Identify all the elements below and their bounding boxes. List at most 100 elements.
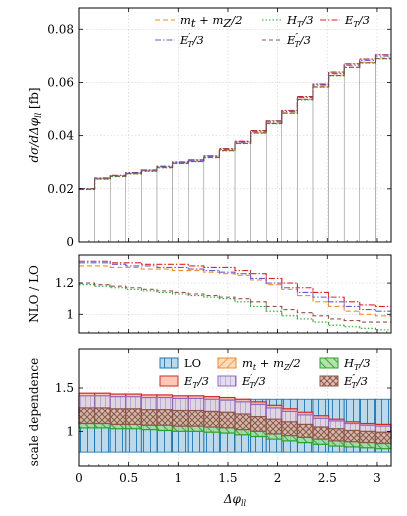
band-bin — [359, 430, 377, 444]
legend-entry-mt-mz-band: mt + mZ/2 — [217, 356, 301, 372]
legend-entry-etpp-band: E″ T/3 — [319, 373, 368, 390]
y-tick-label: 1.5 — [55, 381, 74, 395]
svg-text:mt + mZ/2: mt + mZ/2 — [180, 13, 243, 30]
band-bin — [203, 410, 221, 428]
histogram-bar — [234, 141, 251, 243]
histogram-bar — [141, 169, 158, 243]
bands-scale — [78, 392, 392, 453]
legend-entry-et-band: ET/3 — [159, 374, 209, 390]
histogram-bar — [203, 155, 220, 243]
y-tick-label: 1.2 — [55, 276, 74, 290]
y-axis-label-ratio: NLO / LO — [27, 265, 41, 323]
x-tick-label: 1 — [174, 471, 182, 485]
svg-text:E′T/3: E′ T/3 — [179, 32, 204, 49]
x-tick-label: 2.5 — [318, 471, 337, 485]
x-tick-label: 0.5 — [119, 471, 138, 485]
legend-entry-ht-band: HT/3 — [319, 356, 371, 372]
band-bin — [218, 411, 236, 429]
band-bin — [234, 413, 252, 431]
y-ticks-ratio: 11.2 — [55, 276, 391, 321]
band-bin — [265, 418, 283, 435]
y-tick-label: 1 — [66, 424, 74, 438]
y-tick-label: 0.02 — [47, 182, 74, 196]
svg-text:HT/3: HT/3 — [343, 356, 371, 372]
histogram-bar — [328, 71, 345, 243]
legend-entry-etp: E′ T/3 — [155, 32, 204, 49]
svg-text:ET/3: ET/3 — [183, 374, 209, 390]
band-bin — [109, 408, 127, 425]
histogram-bar — [343, 63, 360, 243]
band-bin — [78, 407, 96, 425]
panel-scale-dependence: 11.5 0 0.5 1 1.5 2 2.5 3 LO mt + mZ/2 HT/3 ET/… — [27, 348, 392, 508]
histogram-bar — [109, 175, 126, 243]
x-tick-label: 3 — [373, 471, 381, 485]
histogram-bar — [281, 110, 298, 243]
x-ticks-scale: 0 0.5 1 1.5 2 2.5 3 — [75, 349, 388, 485]
x-ticks-xsec — [78, 8, 388, 242]
histogram-bar — [297, 96, 314, 243]
svg-text:HT/3: HT/3 — [286, 13, 314, 29]
histogram-bar — [219, 148, 236, 243]
band-bin — [125, 408, 142, 425]
legend-entry-mt-mz: mt + mZ/2 — [155, 13, 243, 30]
legend-entry-etpp: E″ T/3 — [262, 32, 311, 49]
panel-k-factor: 11.2 NLO / LO — [27, 254, 392, 334]
band-5 — [78, 407, 392, 445]
series-ratio — [79, 260, 391, 331]
histogram-bar — [359, 58, 376, 243]
legend-entry-etp-band: E′ T/3 — [217, 373, 266, 390]
legend-entry-et: ET/3 — [320, 13, 370, 29]
histogram-bar — [312, 83, 329, 243]
histogram-bar — [172, 161, 189, 243]
legend-scale: LO mt + mZ/2 HT/3 ET/3 E′ T/3 E″ T/3 — [159, 356, 371, 390]
histogram-bar — [78, 188, 95, 243]
panel-cross-section: 0 0.02 0.04 0.06 0.08 mt + mZ/2 HT/3 ET/3 E′… — [27, 7, 392, 249]
legend-entry-lo: LO — [159, 356, 201, 370]
svg-text:ET/3: ET/3 — [344, 13, 370, 29]
svg-text:E″T/3: E″ T/3 — [286, 32, 311, 49]
frame-xsec — [78, 7, 392, 243]
band-bin — [281, 421, 298, 437]
histogram-bar — [188, 159, 205, 243]
x-axis-label: Δφll — [223, 492, 247, 508]
band-bin — [312, 426, 330, 440]
legend-entry-ht: HT/3 — [262, 13, 314, 29]
svg-text:E″T/3: E″ T/3 — [343, 373, 368, 390]
svg-text:E′T/3: E′ T/3 — [241, 373, 266, 390]
band-bin — [93, 407, 111, 425]
y-axis-label-scale: scale dependence — [27, 358, 41, 466]
band-bin — [171, 409, 189, 427]
grid-ratio — [78, 255, 391, 333]
x-tick-label: 2 — [274, 471, 282, 485]
band-bin — [327, 428, 345, 442]
band-bin — [374, 431, 392, 445]
legend-xsec: mt + mZ/2 HT/3 ET/3 E′ T/3 E″ T/3 — [155, 13, 370, 49]
histogram-bar — [266, 120, 282, 243]
series-xsec — [78, 54, 392, 243]
x-tick-label: 1.5 — [218, 471, 237, 485]
frame-scale — [78, 348, 392, 467]
histogram-bar — [250, 130, 267, 243]
histogram-bar — [375, 54, 392, 243]
y-tick-label: 0 — [66, 235, 74, 249]
y-tick-label: 0.08 — [47, 22, 74, 36]
svg-text:mt + mZ/2: mt + mZ/2 — [242, 356, 301, 372]
band-bin — [140, 409, 158, 426]
x-tick-label: 0 — [75, 471, 83, 485]
y-tick-label: 1 — [66, 307, 74, 321]
legend-label-lo: LO — [184, 356, 201, 370]
band-bin — [156, 409, 174, 426]
band-bin — [187, 409, 205, 427]
histogram-bar — [125, 172, 142, 243]
y-ticks-scale: 11.5 — [55, 381, 391, 438]
y-axis-label-xsec: dσ/dΔφll [fb] — [27, 87, 43, 162]
histogram-bar — [156, 166, 173, 243]
band-bin — [250, 416, 267, 432]
y-tick-label: 0.04 — [47, 129, 74, 143]
band-bin — [296, 423, 314, 438]
y-tick-label: 0.06 — [47, 75, 74, 89]
x-ticks-ratio — [78, 255, 388, 333]
y-ticks-xsec: 0 0.02 0.04 0.06 0.08 — [47, 22, 391, 249]
band-bin — [343, 429, 361, 443]
